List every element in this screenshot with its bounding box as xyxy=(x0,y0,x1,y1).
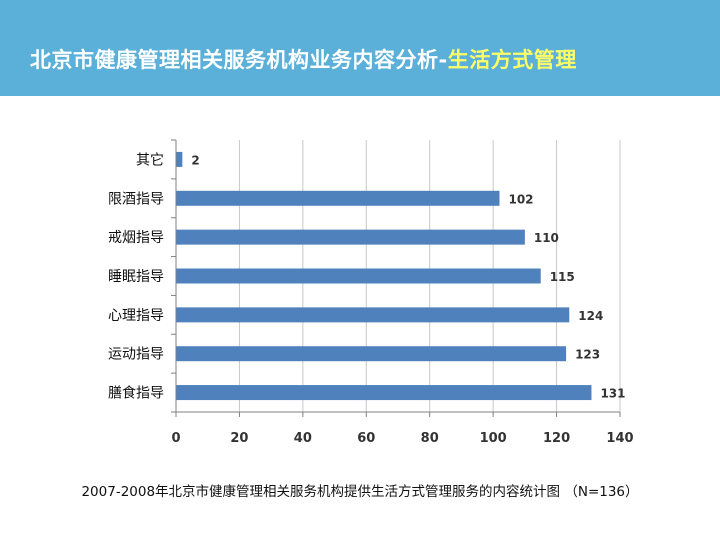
figure-caption: 2007-2008年北京市健康管理相关服务机构提供生活方式管理服务的内容统计图 … xyxy=(81,484,639,500)
y-category-label: 心理指导 xyxy=(108,308,164,324)
bar xyxy=(176,151,183,167)
page-title-main: 北京市健康管理相关服务机构业务内容分析- xyxy=(30,48,448,72)
page-title: 北京市健康管理相关服务机构业务内容分析-生活方式管理 xyxy=(30,44,577,74)
y-category-label: 膳食指导 xyxy=(108,385,164,402)
y-category-label: 限酒指导 xyxy=(108,191,164,207)
data-label: 2 xyxy=(191,153,199,167)
bar xyxy=(176,190,500,206)
x-tick-label: 140 xyxy=(606,431,633,446)
chart-axes xyxy=(171,139,621,417)
bar xyxy=(176,346,567,362)
data-label: 124 xyxy=(578,309,603,323)
bar xyxy=(176,268,541,284)
x-tick-label: 60 xyxy=(357,431,375,446)
y-category-label: 戒烟指导 xyxy=(108,230,164,246)
y-category-label: 其它 xyxy=(136,151,164,168)
x-tick-label: 40 xyxy=(294,431,312,446)
bar xyxy=(176,385,592,401)
y-category-label: 睡眠指导 xyxy=(108,269,164,285)
chart-bars xyxy=(176,151,592,401)
page-title-accent: 生活方式管理 xyxy=(447,48,577,72)
x-tick-label: 80 xyxy=(421,431,439,446)
y-category-label: 运动指导 xyxy=(108,347,164,363)
chart-labels: 0 20 40 60 80 100 120 140 其它 2 限酒指导 102 戒烟指导 110 睡眠指导 1… xyxy=(108,151,634,446)
x-tick-label: 20 xyxy=(230,431,248,446)
data-label: 102 xyxy=(508,192,533,206)
data-label: 115 xyxy=(550,270,575,284)
data-label: 110 xyxy=(534,231,559,245)
title-banner: 北京市健康管理相关服务机构业务内容分析-生活方式管理 xyxy=(0,0,720,96)
x-tick-label: 100 xyxy=(480,431,507,446)
bar xyxy=(176,229,525,245)
bar xyxy=(176,307,570,323)
data-label: 123 xyxy=(575,348,600,362)
x-tick-label: 0 xyxy=(171,431,180,446)
data-label: 131 xyxy=(600,387,625,401)
x-tick-label: 120 xyxy=(543,431,570,446)
